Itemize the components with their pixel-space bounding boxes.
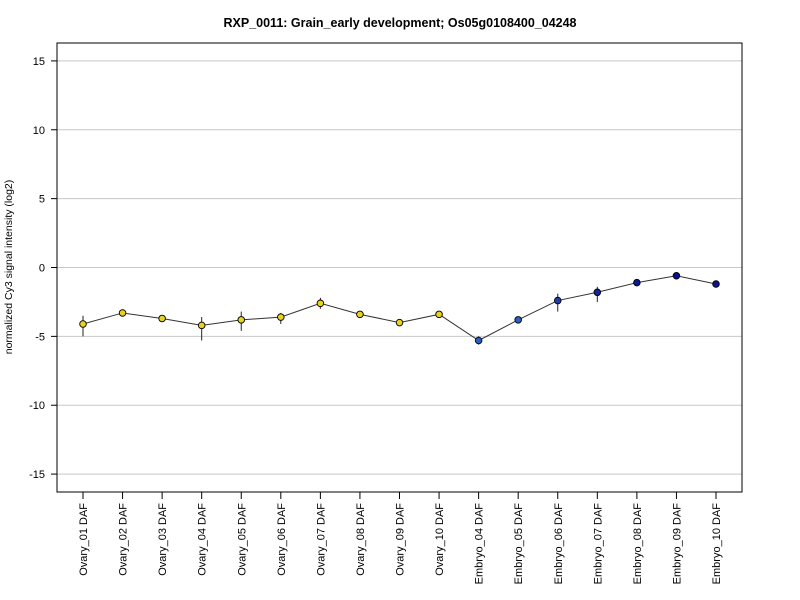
x-tick-label: Ovary_08 DAF [355, 503, 367, 576]
data-point [395, 318, 404, 327]
x-tick-label: Ovary_01 DAF [78, 503, 90, 576]
data-point [435, 310, 443, 319]
x-tick-label: Ovary_10 DAF [434, 503, 446, 576]
y-tick-label: 15 [33, 56, 45, 68]
y-axis: -15 -10 -5 0 5 10 15 [29, 56, 57, 481]
data-point [316, 299, 325, 308]
x-tick-label: Embryo_04 DAF [474, 503, 486, 585]
x-tick-label: Ovary_03 DAF [157, 503, 169, 576]
x-tick-label: Embryo_07 DAF [592, 503, 604, 585]
y-tick-label: 0 [39, 263, 45, 275]
y-tick-label: -10 [29, 400, 45, 412]
x-tick-label: Embryo_06 DAF [553, 503, 565, 585]
y-axis-label: normalized Cy3 signal intensity (log2) [3, 180, 15, 355]
y-tick-label: -15 [29, 469, 45, 481]
y-tick-label: 10 [33, 125, 45, 137]
x-tick-label: Embryo_08 DAF [632, 503, 644, 585]
x-axis: Ovary_01 DAF Ovary_02 DAF Ovary_03 DAF Ovar… [78, 491, 723, 585]
plot-frame [56, 42, 743, 493]
data-point [633, 278, 641, 287]
x-tick-label: Ovary_07 DAF [315, 503, 327, 576]
data-point [593, 288, 602, 297]
data-point [197, 321, 206, 330]
data-point [356, 310, 364, 319]
x-tick-label: Ovary_05 DAF [236, 503, 248, 576]
x-tick-label: Ovary_02 DAF [118, 503, 130, 576]
x-tick-label: Ovary_06 DAF [276, 503, 288, 576]
x-tick-label: Ovary_09 DAF [395, 503, 407, 576]
x-tick-label: Embryo_09 DAF [671, 503, 683, 585]
grid-lines [57, 60, 742, 475]
x-tick-label: Embryo_10 DAF [711, 503, 723, 585]
data-series [79, 272, 720, 345]
y-tick-label: 5 [39, 194, 45, 206]
y-tick-label: -5 [35, 331, 45, 343]
x-tick-label: Embryo_05 DAF [513, 503, 525, 585]
series-line [82, 275, 717, 342]
data-point [79, 320, 87, 328]
data-point [514, 316, 522, 324]
data-point [237, 316, 245, 324]
x-tick-label: Ovary_04 DAF [197, 503, 209, 576]
data-point [277, 313, 285, 321]
data-point [474, 336, 483, 345]
data-point [158, 314, 166, 323]
data-point [672, 272, 681, 280]
data-point [118, 309, 127, 317]
data-point [554, 296, 562, 305]
data-point [712, 280, 720, 288]
chart-title: RXP_0011: Grain_early development; Os05g… [224, 16, 577, 30]
